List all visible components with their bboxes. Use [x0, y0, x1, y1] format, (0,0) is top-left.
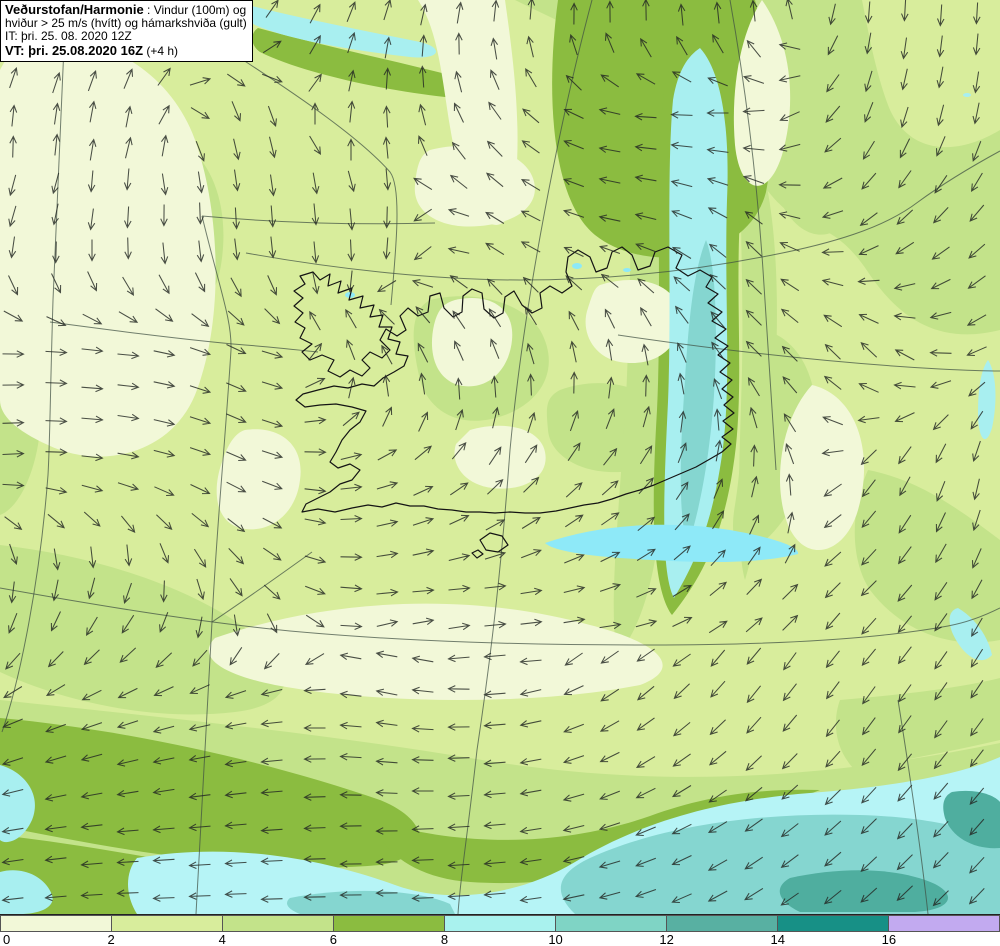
legend-segment	[445, 915, 556, 931]
legend-tick: 8	[440, 932, 449, 946]
map-canvas	[0, 0, 1000, 914]
legend-tick: 16	[881, 932, 897, 946]
legend-color-bar	[0, 915, 1000, 932]
legend-segment	[223, 915, 334, 931]
legend-segment	[112, 915, 223, 931]
info-line-2: hviður > 25 m/s (hvítt) og hámarkshviða …	[5, 16, 247, 31]
legend-segment	[0, 915, 112, 931]
legend-tick-labels: 0 2 4 6 8 10 12 14 16	[0, 932, 1000, 946]
valid-time: VT: þri. 25.08.2020 16Z	[5, 42, 144, 58]
legend-tick: 12	[659, 932, 674, 946]
iceland-coastline	[293, 246, 735, 559]
legend-segment	[556, 915, 667, 931]
legend-segment	[778, 915, 889, 931]
info-line-1: Veðurstofan/Harmonie : Vindur (100m) og	[5, 2, 247, 17]
legend-segment	[667, 915, 778, 931]
legend-segment	[334, 915, 445, 931]
legend-tick: 10	[548, 932, 563, 946]
gust-shade-regions	[0, 0, 1000, 914]
legend-segment	[889, 915, 1000, 931]
model-name: Veðurstofan/Harmonie	[5, 2, 144, 17]
forecast-info-box: Veðurstofan/Harmonie : Vindur (100m) og …	[0, 0, 253, 62]
legend-tick: 0	[3, 932, 11, 946]
legend-tick: 14	[770, 932, 785, 946]
info-line-3: IT: þri. 25. 08. 2020 12Z	[5, 29, 132, 44]
legend-tick: 4	[218, 932, 226, 946]
legend-tick: 2	[107, 932, 115, 946]
legend-tick: 6	[329, 932, 337, 946]
color-scale-legend: 0 2 4 6 8 10 12 14 16	[0, 914, 1000, 946]
wind-arrows-layer	[1, 0, 987, 907]
info-line-4: VT: þri. 25.08.2020 16Z (+4 h)	[5, 42, 179, 58]
wind-arrow-glyphs	[1, 0, 987, 907]
